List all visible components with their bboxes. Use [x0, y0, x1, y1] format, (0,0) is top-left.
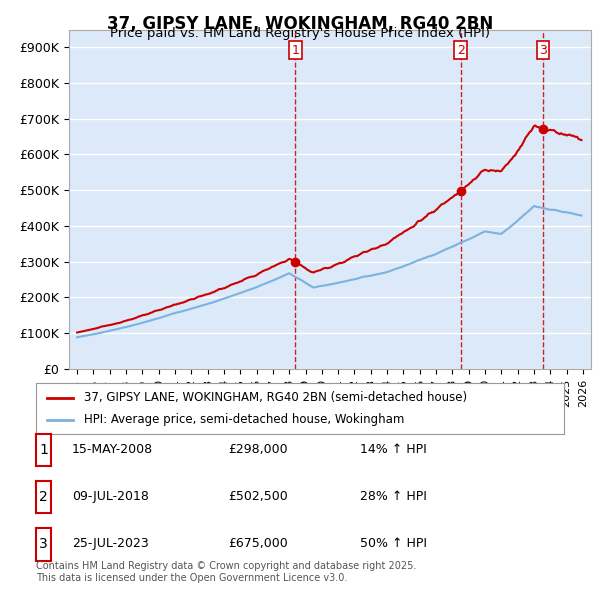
Text: 3: 3 [539, 44, 547, 57]
Text: 25-JUL-2023: 25-JUL-2023 [72, 537, 149, 550]
Text: 37, GIPSY LANE, WOKINGHAM, RG40 2BN: 37, GIPSY LANE, WOKINGHAM, RG40 2BN [107, 15, 493, 33]
Text: Contains HM Land Registry data © Crown copyright and database right 2025.
This d: Contains HM Land Registry data © Crown c… [36, 561, 416, 583]
Text: 2: 2 [457, 44, 465, 57]
Text: 37, GIPSY LANE, WOKINGHAM, RG40 2BN (semi-detached house): 37, GIPSY LANE, WOKINGHAM, RG40 2BN (sem… [83, 391, 467, 404]
Text: 50% ↑ HPI: 50% ↑ HPI [360, 537, 427, 550]
Text: 1: 1 [292, 44, 299, 57]
Text: £298,000: £298,000 [228, 443, 287, 456]
Text: HPI: Average price, semi-detached house, Wokingham: HPI: Average price, semi-detached house,… [83, 413, 404, 426]
Text: 1: 1 [39, 443, 48, 457]
Text: 28% ↑ HPI: 28% ↑ HPI [360, 490, 427, 503]
Text: £675,000: £675,000 [228, 537, 288, 550]
Text: 09-JUL-2018: 09-JUL-2018 [72, 490, 149, 503]
Text: £502,500: £502,500 [228, 490, 288, 503]
Text: 3: 3 [39, 537, 48, 551]
Text: 15-MAY-2008: 15-MAY-2008 [72, 443, 153, 456]
Text: Price paid vs. HM Land Registry's House Price Index (HPI): Price paid vs. HM Land Registry's House … [110, 27, 490, 40]
Text: 2: 2 [39, 490, 48, 504]
Text: 14% ↑ HPI: 14% ↑ HPI [360, 443, 427, 456]
